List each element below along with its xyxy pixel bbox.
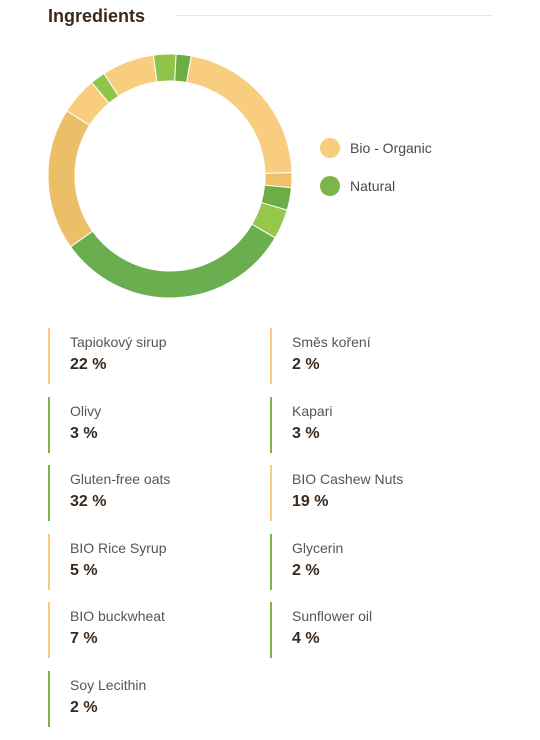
- ingredient-percent: 2 %: [292, 356, 320, 373]
- donut-slice: [185, 55, 293, 174]
- donut-slice: [69, 223, 276, 299]
- header-divider: [175, 15, 493, 16]
- ingredient-item: BIO buckwheat 7 %: [48, 602, 270, 658]
- ingredient-percent: 22 %: [70, 356, 107, 373]
- legend-swatch-natural: [320, 176, 340, 196]
- chart-legend: Bio - Organic Natural: [320, 136, 432, 212]
- ingredient-item: Olivy 3 %: [48, 397, 270, 453]
- ingredient-name: BIO buckwheat: [70, 608, 165, 624]
- ingredient-item: Směs koření 2 %: [270, 328, 492, 384]
- ingredient-item: Sunflower oil 4 %: [270, 602, 492, 658]
- ingredient-percent: 3 %: [292, 425, 320, 442]
- donut-slice: [47, 110, 94, 248]
- ingredient-item: BIO Rice Syrup 5 %: [48, 534, 270, 590]
- donut-slice: [174, 53, 192, 84]
- legend-swatch-organic: [320, 138, 340, 158]
- ingredient-name: Soy Lecithin: [70, 677, 147, 693]
- ingredient-percent: 32 %: [70, 493, 107, 510]
- ingredient-name: BIO Cashew Nuts: [292, 471, 404, 487]
- ingredient-percent: 2 %: [70, 699, 98, 716]
- section-title: Ingredients: [48, 5, 146, 26]
- ingredient-name: Gluten-free oats: [70, 471, 171, 487]
- ingredient-item: Gluten-free oats 32 %: [48, 465, 270, 521]
- ingredient-percent: 7 %: [70, 630, 98, 647]
- ingredient-percent: 19 %: [292, 493, 329, 510]
- ingredient-name: Tapiokový sirup: [70, 334, 167, 350]
- ingredient-name: Směs koření: [292, 334, 371, 350]
- ingredients-donut-chart: [47, 53, 293, 299]
- ingredient-item: Soy Lecithin 2 %: [48, 671, 270, 727]
- ingredient-percent: 2 %: [292, 562, 320, 579]
- ingredient-name: Sunflower oil: [292, 608, 373, 624]
- legend-item-natural: Natural: [320, 174, 432, 198]
- ingredient-item: Kapari 3 %: [270, 397, 492, 453]
- ingredient-item: Glycerin 2 %: [270, 534, 492, 590]
- ingredient-percent: 5 %: [70, 562, 98, 579]
- ingredient-item: BIO Cashew Nuts 19 %: [270, 465, 492, 521]
- legend-label-natural: Natural: [350, 178, 396, 194]
- donut-slice: [152, 53, 177, 83]
- ingredient-item: Tapiokový sirup 22 %: [48, 328, 270, 384]
- ingredient-percent: 4 %: [292, 630, 320, 647]
- section-header: Ingredients: [48, 4, 493, 28]
- ingredient-name: Olivy: [70, 403, 102, 419]
- legend-item-organic: Bio - Organic: [320, 136, 432, 160]
- ingredient-name: Glycerin: [292, 540, 344, 556]
- ingredient-name: BIO Rice Syrup: [70, 540, 167, 556]
- ingredient-name: Kapari: [292, 403, 333, 419]
- legend-label-organic: Bio - Organic: [350, 140, 432, 156]
- ingredient-percent: 3 %: [70, 425, 98, 442]
